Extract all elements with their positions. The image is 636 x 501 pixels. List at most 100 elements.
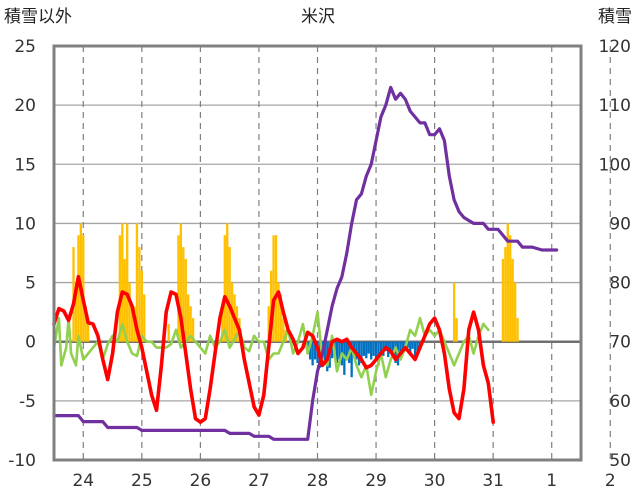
negative-bar [323, 341, 326, 361]
precipitation-bar [123, 258, 126, 342]
left-tick-label: 20 [14, 96, 36, 116]
precipitation-bar [511, 258, 514, 342]
left-tick-label: -10 [8, 451, 36, 471]
precipitation-bar [140, 270, 143, 342]
right-tick-label: 80 [609, 274, 631, 294]
precipitation-bars [72, 223, 519, 342]
x-axis: 24 25 26 27 28 29 30 31 1 2 [72, 471, 615, 491]
precipitation-bar [182, 247, 185, 342]
right-tick-label: 50 [609, 451, 631, 471]
right-tick-label: 110 [599, 96, 631, 116]
precipitation-bar [184, 258, 187, 342]
left-axis-title: 積雪以外 [4, 7, 72, 27]
precipitation-bar [167, 323, 170, 342]
negative-bar [338, 341, 341, 360]
precipitation-bar [187, 294, 190, 342]
negative-bar [416, 341, 419, 352]
precipitation-bar [143, 294, 146, 342]
negative-bar [313, 341, 317, 360]
precipitation-bar [506, 223, 509, 342]
precipitation-bar [501, 258, 505, 342]
plot-frame [52, 44, 583, 462]
right-tick-label: 120 [599, 37, 631, 57]
negative-bar [350, 341, 353, 378]
precipitation-bar [191, 318, 195, 342]
precipitation-bar [509, 235, 512, 342]
day-label: 1 [546, 471, 557, 491]
precipitation-bar [121, 223, 124, 342]
precipitation-bar [74, 282, 78, 342]
negative-bar [360, 341, 363, 364]
negative-bar [413, 341, 417, 356]
day-label: 30 [424, 471, 446, 491]
negative-bar [357, 341, 361, 366]
precipitation-bar [504, 247, 507, 342]
precipitation-bar [269, 270, 273, 342]
negative-bar [330, 341, 334, 359]
left-tick-label: 25 [14, 37, 36, 57]
day-label: 27 [248, 471, 270, 491]
negative-bar [401, 341, 405, 354]
precipitation-bar [226, 223, 229, 342]
precipitation-bar [223, 235, 226, 342]
negative-bar [377, 341, 380, 366]
left-tick-label: 15 [14, 155, 36, 175]
negative-bar [367, 341, 370, 354]
chart-title: 米沢 [301, 7, 335, 27]
right-tick-label: 90 [609, 214, 631, 234]
precipitation-bar [138, 247, 141, 342]
left-tick-label: 0 [25, 333, 36, 353]
precipitation-bar [189, 306, 192, 342]
day-label: 29 [365, 471, 387, 491]
left-tick-label: -5 [19, 392, 36, 412]
day-label: 25 [131, 471, 153, 491]
day-label: 2 [605, 471, 616, 491]
right-axis-title: 積雪 [598, 7, 632, 27]
negative-bar [370, 341, 373, 360]
day-label: 24 [72, 471, 94, 491]
precipitation-bar [516, 318, 519, 342]
right-axis: 120 110 100 90 80 70 60 50 [599, 37, 631, 471]
negative-bar [389, 341, 392, 354]
precipitation-bar [279, 294, 283, 342]
negative-bar [355, 341, 358, 360]
negative-bar [399, 341, 402, 358]
precipitation-bar [128, 282, 131, 342]
left-tick-label: 5 [25, 274, 36, 294]
negative-bar [409, 341, 412, 354]
negative-bar [345, 341, 348, 360]
precipitation-bar [452, 282, 456, 342]
right-tick-label: 70 [609, 333, 631, 353]
precipitation-bar [221, 306, 224, 342]
negative-bar [374, 341, 378, 361]
precipitation-bar [272, 235, 275, 342]
precipitation-bar [84, 306, 87, 342]
precipitation-bar [228, 247, 231, 342]
negative-bar [335, 341, 339, 364]
right-tick-label: 100 [599, 155, 631, 175]
other-line [52, 310, 490, 397]
precipitation-bar [118, 235, 122, 342]
precipitation-bar [455, 318, 458, 342]
negative-bar [372, 341, 375, 356]
negative-bar [411, 341, 414, 349]
precipitation-bar [282, 318, 285, 342]
day-label: 26 [190, 471, 212, 491]
negative-bar [309, 341, 312, 360]
precipitation-bar [126, 223, 129, 342]
precipitation-bar [86, 318, 90, 342]
precipitation-bar [82, 235, 85, 342]
negative-bar [379, 341, 383, 359]
precipitation-bar [135, 223, 139, 342]
negative-bar [311, 341, 314, 366]
temperature-line [52, 274, 496, 424]
day-label: 28 [307, 471, 329, 491]
precipitation-bar [130, 306, 134, 342]
precipitation-bar [179, 223, 183, 342]
negative-bar [365, 341, 368, 359]
precipitation-bar [274, 235, 278, 342]
series-lines [52, 85, 559, 441]
right-tick-label: 60 [609, 392, 631, 412]
precipitation-bar [77, 235, 80, 342]
